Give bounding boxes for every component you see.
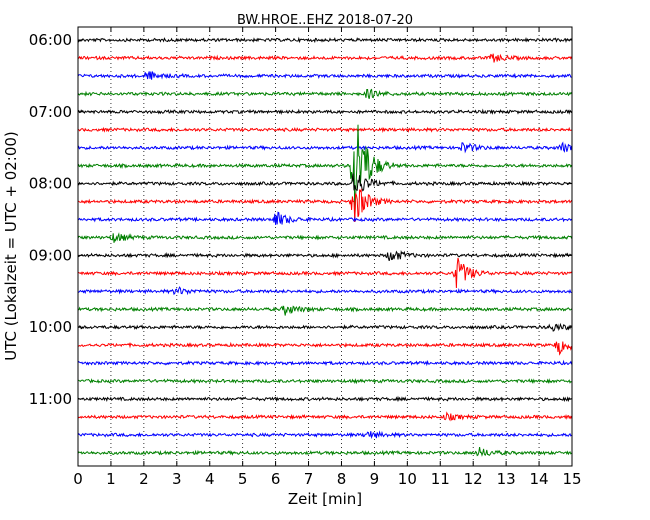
x-tick-label: 13 [497,470,516,488]
trace-0700 [77,108,573,115]
y-tick-label: 08:00 [29,175,72,193]
x-tick-label: 3 [172,470,182,488]
x-tick-label: 11 [431,470,450,488]
x-tick-label: 4 [205,470,215,488]
x-tick-label: 9 [370,470,380,488]
chart-title: BW.HROE..EHZ 2018-07-20 [237,13,413,28]
x-tick-label: 5 [238,470,248,488]
trace-0630 [77,70,572,80]
x-tick-label: 6 [271,470,281,488]
trace-0830 [77,211,573,225]
y-tick-label: 10:00 [29,318,72,336]
x-ticks: 0 1 2 3 4 5 6 7 8 9 10 11 12 13 14 15 [73,27,582,488]
x-tick-label: 8 [337,470,347,488]
x-axis-label: Zeit [min] [288,490,362,508]
trace-1100 [77,395,572,403]
x-tick-label: 2 [139,470,149,488]
y-tick-label: 06:00 [29,31,72,49]
y-axis-label: UTC (Lokalzeit = UTC + 02:00) [2,131,20,361]
x-tick-label: 15 [562,470,581,488]
trace-0930 [77,286,572,296]
traces-group [77,36,573,457]
trace-0730 [77,141,573,154]
y-tick-label: 11:00 [29,390,72,408]
trace-0845 [77,232,573,243]
trace-0815 [77,188,573,223]
trace-0715 [78,126,572,133]
x-tick-label: 14 [530,470,549,488]
trace-0645 [77,88,573,99]
trace-1145 [77,447,572,457]
trace-1130 [77,430,572,440]
trace-0745 [77,124,573,220]
trace-0800 [77,173,572,192]
x-tick-label: 1 [106,470,116,488]
y-ticks: 06:00 07:00 08:00 09:00 10:00 11:00 [29,31,572,408]
trace-0600 [77,36,572,44]
x-tick-label: 0 [73,470,83,488]
x-tick-label: 7 [304,470,314,488]
y-tick-label: 07:00 [29,103,72,121]
trace-0915 [77,257,573,289]
trace-1115 [77,411,573,422]
trace-1030 [77,359,573,367]
trace-1045 [77,378,572,385]
trace-1000 [77,322,572,332]
trace-0945 [78,305,572,316]
trace-1015 [77,341,573,356]
trace-0900 [77,249,572,262]
y-tick-label: 09:00 [29,246,72,264]
plot-frame [77,26,573,467]
x-tick-label: 10 [398,470,417,488]
trace-0615 [77,53,573,63]
x-tick-label: 12 [464,470,483,488]
